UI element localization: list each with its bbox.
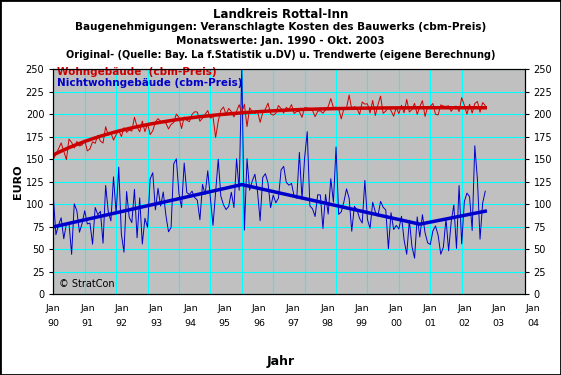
Text: Jahr: Jahr <box>266 354 295 368</box>
Y-axis label: EURO: EURO <box>13 165 23 199</box>
Text: Jan: Jan <box>114 304 129 313</box>
Text: 92: 92 <box>116 319 128 328</box>
Text: 90: 90 <box>47 319 59 328</box>
Text: 93: 93 <box>150 319 162 328</box>
Text: 94: 94 <box>185 319 196 328</box>
Text: 01: 01 <box>424 319 436 328</box>
Text: Jan: Jan <box>320 304 335 313</box>
Text: Monatswerte: Jan. 1990 - Okt. 2003: Monatswerte: Jan. 1990 - Okt. 2003 <box>176 36 385 46</box>
Text: Jan: Jan <box>183 304 197 313</box>
Text: Jan: Jan <box>217 304 232 313</box>
Text: 02: 02 <box>458 319 471 328</box>
Text: Original- (Quelle: Bay. La f.Statistik u.DV) u. Trendwerte (eigene Berechnung): Original- (Quelle: Bay. La f.Statistik u… <box>66 50 495 60</box>
Text: 99: 99 <box>356 319 368 328</box>
Text: Nichtwohngebäude (cbm-Preis): Nichtwohngebäude (cbm-Preis) <box>57 78 243 88</box>
Text: Jan: Jan <box>286 304 301 313</box>
Text: Baugenehmigungen: Veranschlagte Kosten des Bauwerks (cbm-Preis): Baugenehmigungen: Veranschlagte Kosten d… <box>75 22 486 32</box>
Text: 95: 95 <box>219 319 231 328</box>
Text: 03: 03 <box>493 319 505 328</box>
Text: Jan: Jan <box>457 304 472 313</box>
Text: Jan: Jan <box>355 304 369 313</box>
Text: Jan: Jan <box>526 304 540 313</box>
Text: Jan: Jan <box>389 304 403 313</box>
Text: Jan: Jan <box>423 304 438 313</box>
Text: © StratCon: © StratCon <box>58 279 114 289</box>
Text: Jan: Jan <box>149 304 163 313</box>
Text: Jan: Jan <box>560 304 561 313</box>
Text: 04: 04 <box>527 319 539 328</box>
Text: 00: 00 <box>390 319 402 328</box>
Text: Jan: Jan <box>252 304 266 313</box>
Text: 96: 96 <box>253 319 265 328</box>
Text: 97: 97 <box>287 319 299 328</box>
Text: Jan: Jan <box>46 304 61 313</box>
Text: Landkreis Rottal-Inn: Landkreis Rottal-Inn <box>213 8 348 21</box>
Text: Jan: Jan <box>80 304 95 313</box>
Text: Wohngebäude  (cbm-Preis): Wohngebäude (cbm-Preis) <box>57 67 217 77</box>
Text: 98: 98 <box>321 319 333 328</box>
Text: 91: 91 <box>81 319 94 328</box>
Text: Jan: Jan <box>491 304 506 313</box>
